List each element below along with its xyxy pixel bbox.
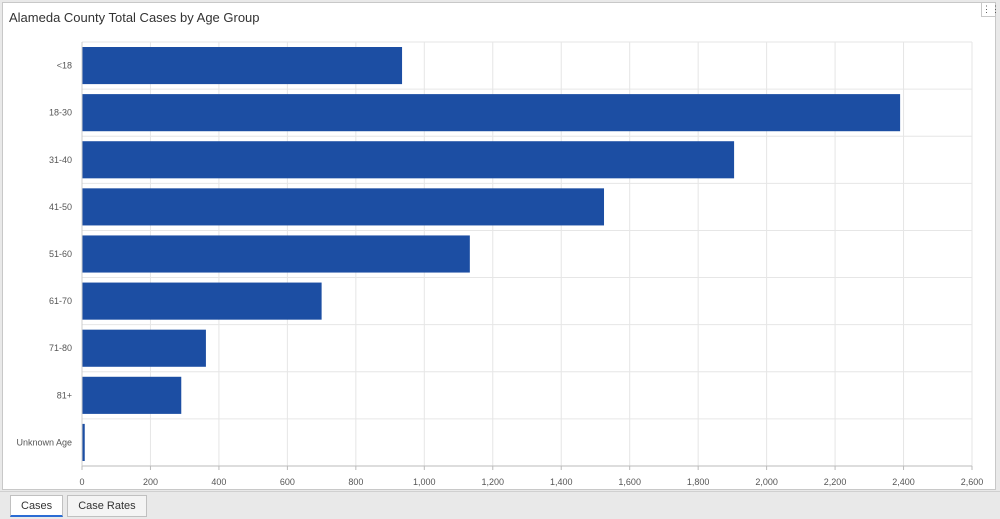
chart-tabs: Cases Case Rates — [10, 495, 147, 517]
x-tick-label: 1,400 — [550, 477, 573, 487]
x-tick-label: 200 — [143, 477, 158, 487]
bar-unknown-age — [82, 423, 85, 461]
y-tick-label: Unknown Age — [16, 437, 72, 447]
bar-61-70 — [82, 282, 322, 320]
x-tick-label: 1,000 — [413, 477, 436, 487]
bar-chart: <18 18-30 31-40 41-50 51-60 61-70 71-80 81+ Unkn… — [16, 41, 984, 487]
bar-41-50 — [82, 188, 605, 226]
x-tick-label: 2,000 — [755, 477, 778, 487]
bar--18 — [82, 47, 403, 85]
bar-81- — [82, 376, 182, 414]
x-tick-label: 1,800 — [687, 477, 710, 487]
y-tick-label: 81+ — [57, 390, 72, 400]
y-tick-label: 31-40 — [49, 155, 72, 165]
x-tick-label: 2,600 — [961, 477, 984, 487]
x-tick-label: 600 — [280, 477, 295, 487]
x-tick-label: 2,200 — [824, 477, 847, 487]
y-tick-label: 18-30 — [49, 108, 72, 118]
bar-31-40 — [82, 141, 735, 179]
x-tick-label: 800 — [348, 477, 363, 487]
expand-dots-icon[interactable]: ⋮⋮ — [981, 3, 1000, 17]
chart-title: Alameda County Total Cases by Age Group — [9, 10, 260, 25]
x-tick-label: 1,600 — [618, 477, 641, 487]
y-tick-label: 51-60 — [49, 249, 72, 259]
x-tick-label: 400 — [211, 477, 226, 487]
y-tick-label: 41-50 — [49, 202, 72, 212]
x-tick-label: 0 — [79, 477, 84, 487]
tab-bar-divider — [0, 491, 1000, 492]
tab-case-rates[interactable]: Case Rates — [67, 495, 147, 517]
y-tick-label: <18 — [57, 61, 72, 71]
bar-18-30 — [82, 94, 901, 132]
x-tick-label: 1,200 — [482, 477, 505, 487]
y-tick-label: 61-70 — [49, 296, 72, 306]
y-tick-label: 71-80 — [49, 343, 72, 353]
bar-51-60 — [82, 235, 470, 273]
tab-cases[interactable]: Cases — [10, 495, 64, 517]
bar-71-80 — [82, 329, 206, 367]
x-tick-label: 2,400 — [892, 477, 915, 487]
